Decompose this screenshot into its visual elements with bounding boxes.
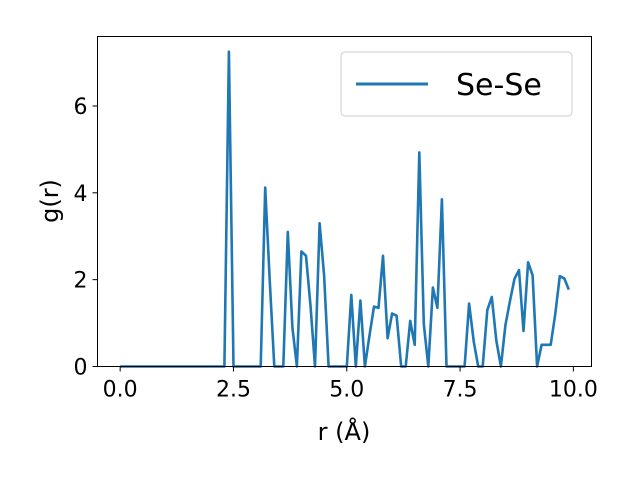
y-tick-label: 0 bbox=[74, 356, 88, 381]
x-axis: 0.0 2.5 5.0 7.5 10.0 bbox=[103, 366, 598, 403]
plot-frame bbox=[97, 36, 592, 367]
legend-box bbox=[340, 51, 573, 117]
x-tick-label: 5.0 bbox=[329, 378, 364, 403]
x-tick-label: 7.5 bbox=[443, 378, 478, 403]
y-axis: 0 2 4 6 bbox=[74, 95, 98, 381]
x-tick-label: 10.0 bbox=[549, 378, 598, 403]
y-tick-label: 6 bbox=[74, 95, 88, 120]
x-tick-label: 0.0 bbox=[103, 378, 138, 403]
y-tick-label: 4 bbox=[74, 182, 88, 207]
legend: Se-Se bbox=[340, 51, 573, 117]
x-axis-label: r (Å) bbox=[318, 417, 371, 446]
y-axis-label: g(r) bbox=[36, 179, 64, 223]
legend-label-se-se: Se-Se bbox=[456, 68, 542, 103]
y-tick-label: 2 bbox=[74, 269, 88, 294]
x-tick-label: 2.5 bbox=[216, 378, 251, 403]
